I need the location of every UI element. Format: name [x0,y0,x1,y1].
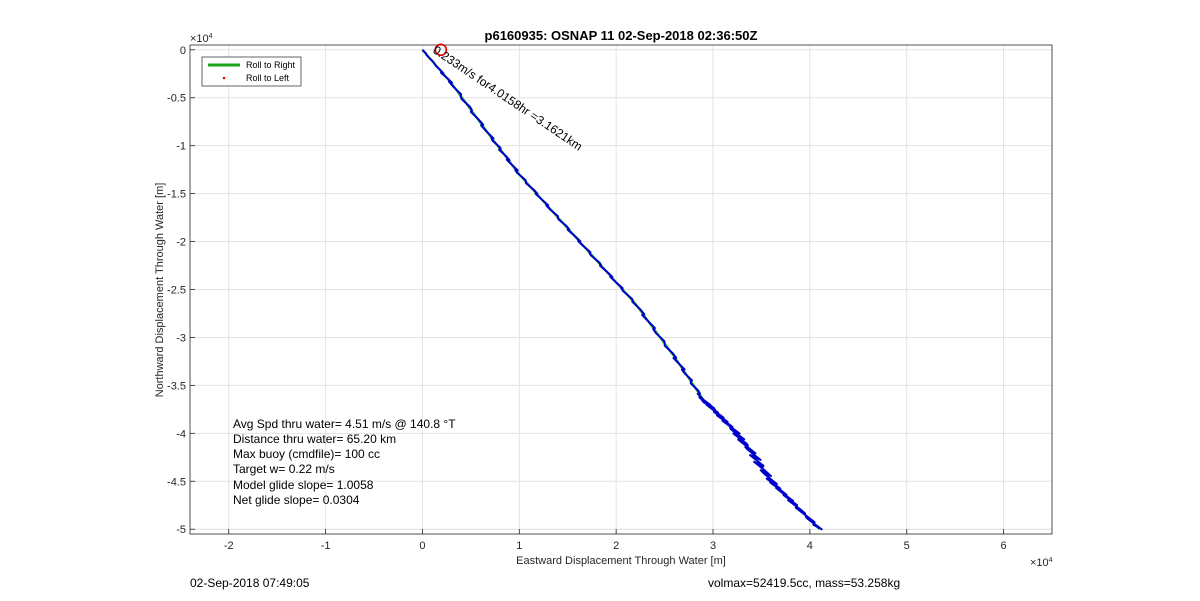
legend-box [201,56,302,87]
x-exponent-power: 4 [1049,557,1053,564]
y-tick-label: -4 [176,428,186,440]
stat-max-buoy: Max buoy (cmdfile)= 100 cc [233,447,380,461]
y-exponent-power: 4 [209,33,213,40]
footer-timestamp: 02-Sep-2018 07:49:05 [190,576,310,590]
grid-layer [190,45,1052,534]
y-tick-label: 0 [180,45,186,57]
y-tick-label: -4.5 [167,476,186,488]
stat-avg-speed: Avg Spd thru water= 4.51 m/s @ 140.8 °T [233,417,456,431]
y-tick-label: -1 [176,141,186,153]
legend-label-roll-right: Roll to Right [246,60,296,70]
footer-volmax-mass: volmax=52419.5cc, mass=53.258kg [708,576,901,590]
x-exponent-base: ×10 [1030,557,1049,569]
x-tick-label: 6 [1001,540,1007,552]
y-tick-label: -3.5 [167,380,186,392]
y-tick-label: -2 [176,237,186,249]
x-tick-label: 4 [807,540,813,552]
stats-block: Avg Spd thru water= 4.51 m/s @ 140.8 °T … [233,417,456,507]
y-axis-label: Northward Displacement Through Water [m] [154,183,166,398]
stat-net-glide: Net glide slope= 0.0304 [233,493,360,507]
y-tick-label: -1.5 [167,189,186,201]
series-layer [421,43,823,531]
legend-swatch-roll-left [222,76,226,80]
x-axis-label: Eastward Displacement Through Water [m] [516,555,726,567]
x-tick-label: 3 [710,540,716,552]
y-exponent-base: ×10 [190,33,209,45]
y-axis: 0 -0.5 -1 -1.5 -2 -2.5 -3 -3.5 -4 -4.5 -5 [167,45,195,536]
x-tick-label: -2 [224,540,234,552]
x-tick-label: 1 [516,540,522,552]
x-tick-label: -1 [321,540,331,552]
y-tick-label: -3 [176,332,186,344]
dive-track-line [421,49,823,531]
stat-target-w: Target w= 0.22 m/s [233,462,335,476]
x-axis: -2 -1 0 1 2 3 4 5 6 [224,529,1007,552]
legend: Roll to Right Roll to Left [201,56,302,87]
stat-model-glide: Model glide slope= 1.0058 [233,478,374,492]
y-exponent: ×104 [190,33,213,45]
x-tick-label: 2 [613,540,619,552]
y-tick-label: -5 [176,524,186,536]
x-exponent: ×104 [1030,557,1053,569]
x-tick-label: 0 [419,540,425,552]
y-tick-label: -0.5 [167,93,186,105]
legend-label-roll-left: Roll to Left [246,73,290,83]
x-tick-label: 5 [904,540,910,552]
stat-distance: Distance thru water= 65.20 km [233,432,396,446]
chart-title: p6160935: OSNAP 11 02-Sep-2018 02:36:50Z [485,28,758,43]
y-tick-label: -2.5 [167,285,186,297]
start-marker [434,43,448,57]
